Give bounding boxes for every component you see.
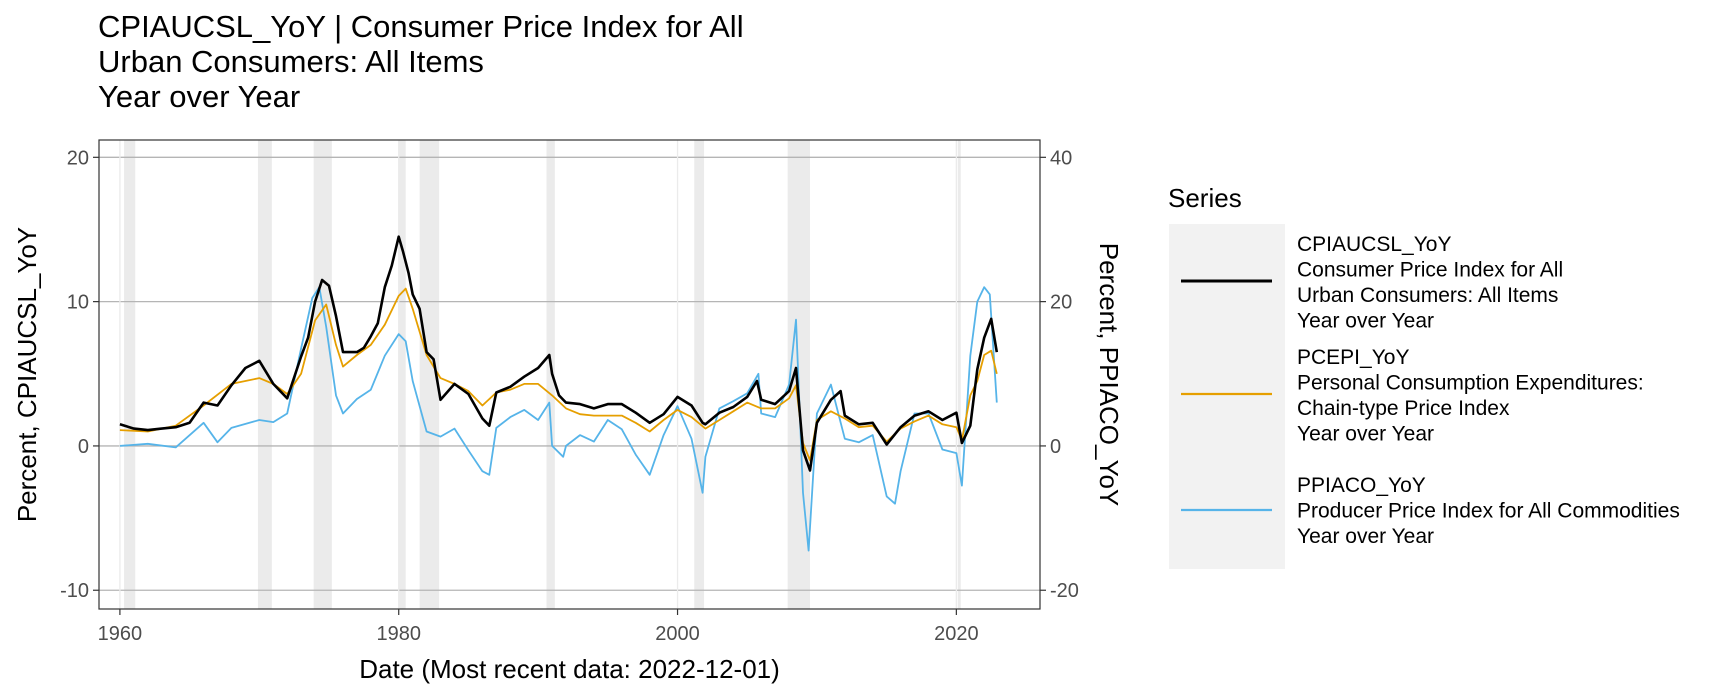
recession-band xyxy=(957,140,961,609)
y-tick-label-right: 0 xyxy=(1050,436,1061,458)
legend-label-line: Consumer Price Index for All xyxy=(1297,259,1563,282)
x-axis-label: Date (Most recent data: 2022-12-01) xyxy=(359,654,780,684)
panel-border xyxy=(98,139,1041,610)
chart-title-line: Urban Consumers: All Items xyxy=(98,44,484,79)
legend-label-line: Year over Year xyxy=(1297,310,1434,333)
recession-band xyxy=(546,140,555,609)
y-tick-label: -10 xyxy=(60,580,89,602)
recession-band xyxy=(398,140,406,609)
legend: Series CPIAUCSL_YoY Consumer Price Index … xyxy=(1168,183,1680,569)
series-lines xyxy=(119,235,999,552)
legend-label-line: PCEPI_YoY xyxy=(1297,346,1409,369)
recession-band xyxy=(419,140,440,609)
legend-title: Series xyxy=(1168,183,1242,213)
legend-label-line: Producer Price Index for All Commodities xyxy=(1297,500,1680,523)
chart-title-line: Year over Year xyxy=(98,79,301,114)
y-tick-label-right: -20 xyxy=(1050,580,1079,602)
y-tick-label: 10 xyxy=(67,292,89,314)
series-line-pcepi-yoy xyxy=(119,287,998,462)
legend-label-line: Urban Consumers: All Items xyxy=(1297,284,1558,307)
y-tick-label-right: 40 xyxy=(1050,147,1072,169)
recession-shading xyxy=(124,140,961,609)
y-axis-label-right: Percent, PPIACO_YoY xyxy=(1094,243,1124,507)
recession-band xyxy=(313,140,332,609)
y-tick-label: 20 xyxy=(67,147,89,169)
recession-band xyxy=(694,140,705,609)
y-tick-label: 0 xyxy=(78,436,89,458)
axes: -10 0 10 20 -20 0 20 40 1960 1980 2000 2020 xyxy=(60,147,1079,645)
series-line-cpiaucsl-yoy xyxy=(119,235,999,472)
x-tick-label: 1960 xyxy=(98,623,143,645)
series-line-ppiaco-yoy xyxy=(119,286,998,552)
legend-label-line: CPIAUCSL_YoY xyxy=(1297,233,1451,256)
legend-key-background xyxy=(1169,224,1285,569)
x-tick-label: 2020 xyxy=(934,623,979,645)
recession-band xyxy=(257,140,272,609)
y-axis-label: Percent, CPIAUCSL_YoY xyxy=(12,227,42,522)
chart-title-line: CPIAUCSL_YoY | Consumer Price Index for … xyxy=(98,9,744,44)
legend-label-line: Year over Year xyxy=(1297,423,1434,446)
legend-label-line: Year over Year xyxy=(1297,525,1434,548)
gridlines xyxy=(99,140,1040,609)
x-tick-label: 1980 xyxy=(376,623,421,645)
x-tick-label: 2000 xyxy=(655,623,700,645)
legend-label-line: PPIACO_YoY xyxy=(1297,474,1426,497)
y-tick-label-right: 20 xyxy=(1050,292,1072,314)
recession-band xyxy=(124,140,136,609)
legend-label-line: Chain-type Price Index xyxy=(1297,397,1510,420)
legend-label-line: Personal Consumption Expenditures: xyxy=(1297,372,1644,395)
